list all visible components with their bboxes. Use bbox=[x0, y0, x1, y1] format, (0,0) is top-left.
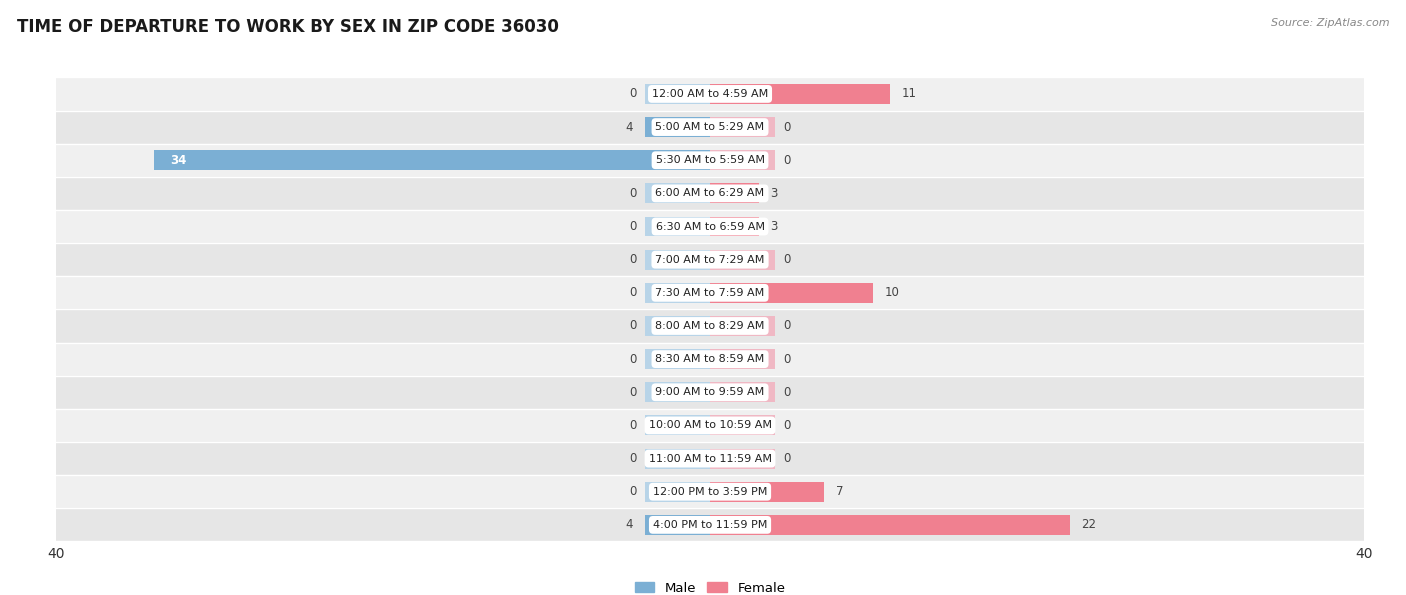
Bar bbox=[56, 508, 1364, 541]
Bar bbox=[644, 515, 710, 535]
Bar bbox=[644, 283, 710, 303]
Bar bbox=[710, 183, 759, 203]
Bar bbox=[56, 475, 1364, 508]
Text: 3: 3 bbox=[770, 187, 778, 200]
Text: 5:00 AM to 5:29 AM: 5:00 AM to 5:29 AM bbox=[655, 122, 765, 132]
Bar bbox=[56, 210, 1364, 243]
Bar bbox=[644, 482, 710, 502]
Bar bbox=[710, 349, 776, 369]
Text: 0: 0 bbox=[783, 386, 792, 399]
Text: 7:00 AM to 7:29 AM: 7:00 AM to 7:29 AM bbox=[655, 255, 765, 265]
Bar bbox=[710, 151, 776, 170]
Bar bbox=[56, 243, 1364, 276]
Bar bbox=[644, 383, 710, 402]
Bar bbox=[644, 84, 710, 104]
Text: 11:00 AM to 11:59 AM: 11:00 AM to 11:59 AM bbox=[648, 453, 772, 464]
Text: Source: ZipAtlas.com: Source: ZipAtlas.com bbox=[1271, 18, 1389, 28]
Bar bbox=[644, 349, 710, 369]
Text: 0: 0 bbox=[628, 353, 637, 365]
Bar bbox=[56, 375, 1364, 409]
Text: 12:00 AM to 4:59 AM: 12:00 AM to 4:59 AM bbox=[652, 89, 768, 99]
Text: 0: 0 bbox=[783, 320, 792, 333]
Text: 4:00 PM to 11:59 PM: 4:00 PM to 11:59 PM bbox=[652, 520, 768, 530]
Bar bbox=[710, 250, 776, 270]
Bar bbox=[56, 111, 1364, 143]
Text: 34: 34 bbox=[170, 154, 187, 167]
Text: 12:00 PM to 3:59 PM: 12:00 PM to 3:59 PM bbox=[652, 487, 768, 497]
Bar bbox=[155, 151, 710, 170]
Text: 0: 0 bbox=[628, 187, 637, 200]
Bar bbox=[644, 117, 710, 137]
Text: 0: 0 bbox=[628, 286, 637, 299]
Text: 0: 0 bbox=[783, 353, 792, 365]
Bar bbox=[644, 250, 710, 270]
Bar bbox=[710, 117, 776, 137]
Bar bbox=[710, 283, 873, 303]
Bar bbox=[710, 449, 776, 468]
Text: 9:00 AM to 9:59 AM: 9:00 AM to 9:59 AM bbox=[655, 387, 765, 397]
Text: 0: 0 bbox=[628, 452, 637, 465]
Bar bbox=[644, 217, 710, 236]
Bar bbox=[710, 84, 890, 104]
Legend: Male, Female: Male, Female bbox=[630, 576, 790, 595]
Text: 0: 0 bbox=[783, 154, 792, 167]
Bar bbox=[56, 309, 1364, 343]
Text: 0: 0 bbox=[628, 486, 637, 498]
Bar bbox=[710, 217, 759, 236]
Text: 7:30 AM to 7:59 AM: 7:30 AM to 7:59 AM bbox=[655, 288, 765, 298]
Bar bbox=[710, 316, 776, 336]
Text: 0: 0 bbox=[628, 386, 637, 399]
Text: 0: 0 bbox=[783, 452, 792, 465]
Text: 0: 0 bbox=[628, 320, 637, 333]
Bar bbox=[710, 482, 824, 502]
Bar bbox=[644, 183, 710, 203]
Text: 5:30 AM to 5:59 AM: 5:30 AM to 5:59 AM bbox=[655, 155, 765, 165]
Bar bbox=[56, 276, 1364, 309]
Bar bbox=[56, 143, 1364, 177]
Text: 0: 0 bbox=[628, 419, 637, 432]
Text: 0: 0 bbox=[628, 220, 637, 233]
Text: TIME OF DEPARTURE TO WORK BY SEX IN ZIP CODE 36030: TIME OF DEPARTURE TO WORK BY SEX IN ZIP … bbox=[17, 18, 558, 36]
Bar bbox=[644, 415, 710, 436]
Bar bbox=[56, 442, 1364, 475]
Text: 0: 0 bbox=[783, 121, 792, 133]
Text: 10:00 AM to 10:59 AM: 10:00 AM to 10:59 AM bbox=[648, 421, 772, 430]
Text: 0: 0 bbox=[783, 419, 792, 432]
Text: 6:30 AM to 6:59 AM: 6:30 AM to 6:59 AM bbox=[655, 221, 765, 231]
Text: 3: 3 bbox=[770, 220, 778, 233]
Text: 8:30 AM to 8:59 AM: 8:30 AM to 8:59 AM bbox=[655, 354, 765, 364]
Bar bbox=[56, 343, 1364, 375]
Bar bbox=[710, 515, 1070, 535]
Text: 0: 0 bbox=[628, 253, 637, 266]
Bar bbox=[56, 177, 1364, 210]
Text: 10: 10 bbox=[884, 286, 900, 299]
Bar bbox=[710, 383, 776, 402]
Text: 22: 22 bbox=[1081, 518, 1097, 531]
Text: 0: 0 bbox=[628, 87, 637, 101]
Bar bbox=[56, 409, 1364, 442]
Text: 6:00 AM to 6:29 AM: 6:00 AM to 6:29 AM bbox=[655, 189, 765, 198]
Text: 7: 7 bbox=[837, 486, 844, 498]
Bar bbox=[644, 316, 710, 336]
Text: 4: 4 bbox=[626, 121, 633, 133]
Bar bbox=[56, 77, 1364, 111]
Text: 4: 4 bbox=[626, 518, 633, 531]
Bar bbox=[710, 415, 776, 436]
Text: 0: 0 bbox=[783, 253, 792, 266]
Bar bbox=[644, 449, 710, 468]
Text: 11: 11 bbox=[901, 87, 917, 101]
Text: 8:00 AM to 8:29 AM: 8:00 AM to 8:29 AM bbox=[655, 321, 765, 331]
